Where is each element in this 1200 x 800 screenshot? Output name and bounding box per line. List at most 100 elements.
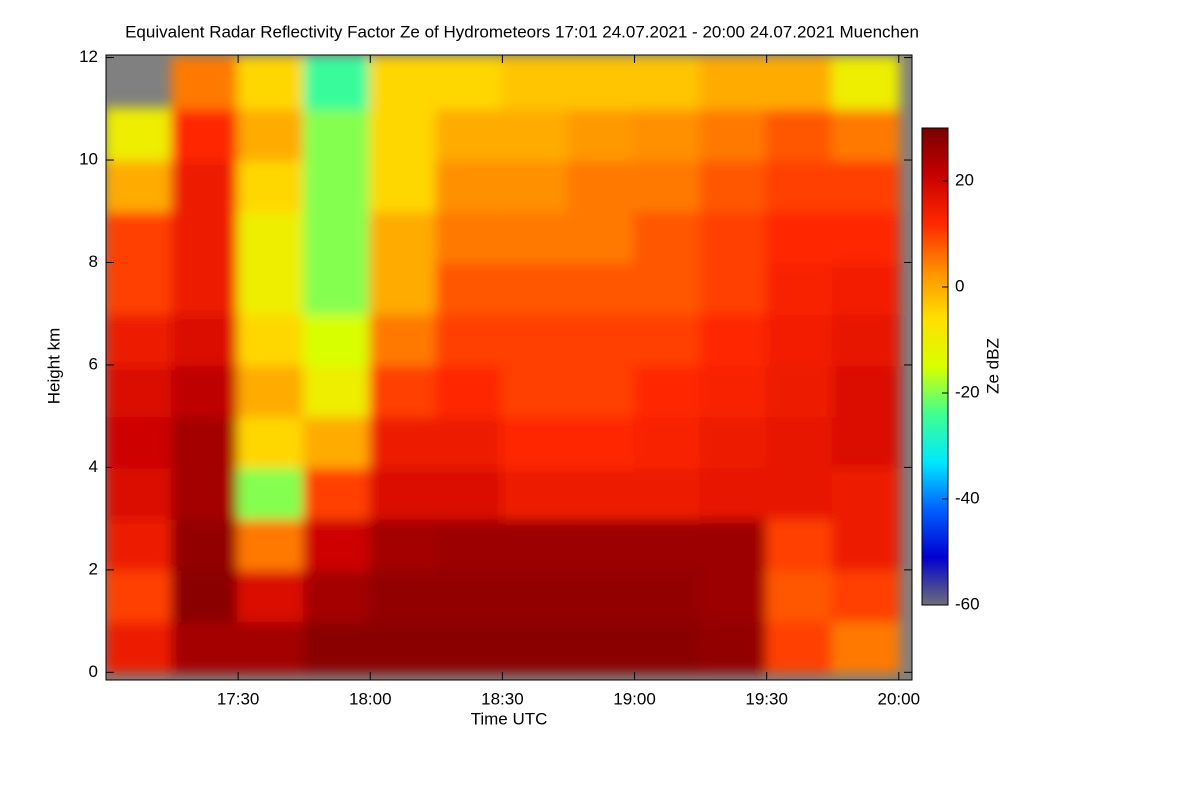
heatmap-cell <box>501 159 570 213</box>
heatmap-cell <box>501 261 570 315</box>
heatmap-cell <box>831 415 900 469</box>
heatmap-cell <box>633 107 702 162</box>
heatmap-cell <box>369 261 438 315</box>
heatmap-cell <box>633 620 702 674</box>
heatmap-cell <box>567 466 636 520</box>
heatmap-cell <box>369 466 438 520</box>
heatmap-cell <box>567 56 636 110</box>
heatmap-cell <box>171 620 240 674</box>
heatmap-cell <box>237 363 306 418</box>
heatmap-cell <box>699 159 768 213</box>
heatmap-cell <box>303 210 372 264</box>
plot-frame <box>105 54 913 681</box>
heatmap-cell <box>303 568 372 623</box>
chart-title: Equivalent Radar Reflectivity Factor Ze … <box>125 22 919 41</box>
heatmap-cell <box>567 312 636 366</box>
heatmap-cell <box>369 363 438 418</box>
heatmap-cell <box>237 415 306 469</box>
heatmap-cell <box>303 56 372 110</box>
heatmap-cell <box>435 466 504 520</box>
heatmap-cell <box>303 620 372 674</box>
x-tick-label: 19:00 <box>613 689 656 708</box>
heatmap-cell <box>369 312 438 366</box>
colorbar-tick-label: -20 <box>955 382 980 401</box>
heatmap-cell <box>501 517 570 571</box>
heatmap-cell <box>633 56 702 110</box>
heatmap-cell <box>567 261 636 315</box>
heatmap-cell <box>633 312 702 366</box>
heatmap-cell <box>699 312 768 366</box>
heatmap-cell <box>171 261 240 315</box>
heatmap-cell <box>567 415 636 469</box>
heatmap-cell <box>501 312 570 366</box>
heatmap-cell <box>567 107 636 162</box>
heatmap-cell <box>369 568 438 623</box>
heatmap-cell <box>435 517 504 571</box>
heatmap-cell <box>369 620 438 674</box>
heatmap-cell <box>237 210 306 264</box>
heatmap-cell <box>831 159 900 213</box>
heatmap-cell <box>699 620 768 674</box>
heatmap <box>106 56 900 674</box>
heatmap-cell <box>831 517 900 571</box>
heatmap-cell <box>369 415 438 469</box>
heatmap-cell <box>699 210 768 264</box>
heatmap-cell <box>237 107 306 162</box>
colorbar-tick-label: -60 <box>955 594 980 613</box>
heatmap-cell <box>765 517 834 571</box>
heatmap-cell <box>831 312 900 366</box>
colorbar <box>921 127 949 606</box>
heatmap-cell <box>765 159 834 213</box>
heatmap-cell <box>501 466 570 520</box>
heatmap-cell <box>171 568 240 623</box>
y-tick-label: 10 <box>79 150 98 169</box>
y-tick-label: 12 <box>79 47 98 66</box>
heatmap-cell <box>831 210 900 264</box>
heatmap-cell <box>106 568 174 623</box>
x-tick-label: 19:30 <box>745 689 788 708</box>
heatmap-cell <box>633 261 702 315</box>
heatmap-cell <box>765 107 834 162</box>
heatmap-cell <box>699 517 768 571</box>
heatmap-cell <box>106 107 174 162</box>
heatmap-cell <box>106 312 174 366</box>
heatmap-cell <box>106 415 174 469</box>
heatmap-cell <box>171 466 240 520</box>
heatmap-cell <box>369 159 438 213</box>
heatmap-cell <box>699 107 768 162</box>
heatmap-cell <box>567 159 636 213</box>
heatmap-cell <box>501 210 570 264</box>
heatmap-cell <box>765 210 834 264</box>
heatmap-cell <box>765 466 834 520</box>
heatmap-cell <box>765 415 834 469</box>
heatmap-cell <box>567 568 636 623</box>
heatmap-cell <box>106 517 174 571</box>
heatmap-cell <box>171 517 240 571</box>
heatmap-cell <box>831 466 900 520</box>
heatmap-cell <box>303 517 372 571</box>
heatmap-cell <box>633 517 702 571</box>
y-tick-label: 6 <box>89 354 98 373</box>
heatmap-cell <box>435 210 504 264</box>
heatmap-cell <box>831 56 900 110</box>
y-tick-label: 4 <box>89 457 98 476</box>
heatmap-cell <box>237 56 306 110</box>
heatmap-cell <box>567 620 636 674</box>
heatmap-cell <box>831 568 900 623</box>
heatmap-cell <box>501 56 570 110</box>
heatmap-cell <box>633 210 702 264</box>
colorbar-tick-label: -40 <box>955 488 980 507</box>
heatmap-cell <box>633 159 702 213</box>
heatmap-cell <box>501 568 570 623</box>
x-axis-label: Time UTC <box>471 709 548 728</box>
heatmap-cell <box>106 466 174 520</box>
heatmap-cell <box>171 56 240 110</box>
heatmap-cell <box>633 363 702 418</box>
heatmap-cell <box>567 363 636 418</box>
heatmap-cell <box>369 56 438 110</box>
heatmap-cell <box>699 363 768 418</box>
heatmap-cell <box>567 517 636 571</box>
heatmap-cell <box>303 312 372 366</box>
heatmap-cell <box>699 56 768 110</box>
